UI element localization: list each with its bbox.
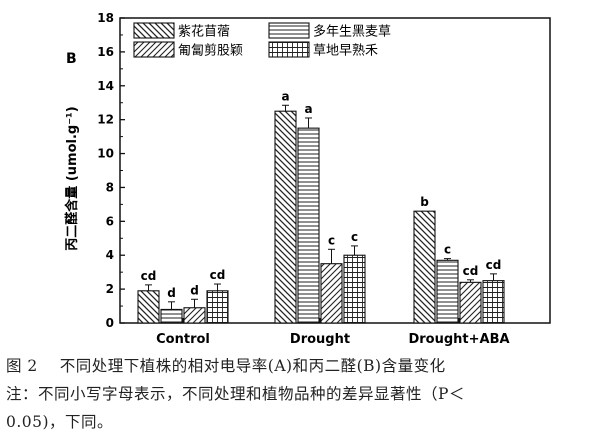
x-axis: Control Drought Drought+ABA bbox=[156, 318, 510, 347]
chart: B 0 2 4 6 8 10 12 14 16 18 Control Drought Drought+… bbox=[64, 11, 551, 347]
bar-1-drought bbox=[274, 110, 297, 324]
legend-label-1: 紫花苜蓿 bbox=[178, 24, 230, 40]
y-tick-label: 18 bbox=[97, 11, 114, 25]
y-tick-label: 12 bbox=[97, 113, 114, 127]
panel-letter: B bbox=[66, 51, 77, 67]
significance-letter: b bbox=[420, 195, 429, 209]
caption-line-2: 注：不同小写字母表示，不同处理和植物品种的差异显著性（P＜ bbox=[6, 385, 465, 403]
significance-letter: c bbox=[444, 243, 451, 257]
bar-2-drought-aba bbox=[436, 259, 459, 324]
figure-caption: 图 2 不同处理下植株的相对电导率(A)和丙二醛(B)含量变化 注：不同小写字母表… bbox=[6, 352, 582, 436]
bar-4-drought-aba bbox=[482, 280, 505, 324]
y-tick-label: 6 bbox=[106, 214, 114, 228]
figure-number: 图 2 bbox=[6, 357, 38, 375]
bar-4-control bbox=[206, 290, 229, 324]
y-tick-label: 8 bbox=[106, 180, 114, 194]
x-category-label: Drought bbox=[290, 332, 350, 347]
legend-swatch-3 bbox=[133, 41, 175, 58]
significance-letter: a bbox=[281, 89, 289, 103]
bar-3-control bbox=[183, 307, 206, 324]
bar-2-control bbox=[160, 308, 183, 324]
legend-label-3: 匍匐剪股颖 bbox=[178, 43, 243, 59]
significance-letter: cd bbox=[463, 264, 479, 278]
y-tick-label: 2 bbox=[106, 282, 114, 296]
y-tick-label: 4 bbox=[106, 248, 114, 262]
y-tick-label: 0 bbox=[106, 316, 114, 330]
y-tick-label: 10 bbox=[97, 147, 114, 161]
legend-label-2: 多年生黑麦草 bbox=[313, 24, 391, 40]
y-tick-label: 14 bbox=[97, 79, 114, 93]
legend-label-4: 草地早熟禾 bbox=[313, 43, 378, 59]
bar-3-drought bbox=[320, 263, 343, 324]
legend-swatch-2 bbox=[268, 22, 310, 39]
y-tick-label: 16 bbox=[97, 45, 114, 59]
x-category-label: Control bbox=[156, 332, 210, 347]
significance-letter: d bbox=[190, 283, 199, 297]
significance-letter: a bbox=[304, 102, 312, 116]
bar-3-drought-aba bbox=[459, 281, 482, 324]
y-axis: 0 2 4 6 8 10 12 14 16 18 bbox=[97, 11, 125, 330]
legend-swatch-4 bbox=[268, 41, 310, 58]
significance-letter: c bbox=[351, 230, 358, 244]
caption-title: 不同处理下植株的相对电导率(A)和丙二醛(B)含量变化 bbox=[59, 357, 446, 375]
bar-1-drought-aba bbox=[413, 210, 436, 324]
significance-letter: d bbox=[167, 286, 176, 300]
significance-letter: c bbox=[328, 233, 335, 247]
significance-letter: cd bbox=[210, 268, 226, 282]
bar-2-drought bbox=[297, 127, 320, 324]
significance-letter: cd bbox=[486, 258, 502, 272]
caption-line-3: 0.05)，下同。 bbox=[6, 413, 114, 431]
caption-line-1: 图 2 不同处理下植株的相对电导率(A)和丙二醛(B)含量变化 bbox=[6, 352, 582, 380]
bar-1-control bbox=[137, 290, 160, 324]
bar-4-drought bbox=[343, 254, 366, 324]
significance-letter: cd bbox=[141, 269, 157, 283]
x-category-label: Drought+ABA bbox=[408, 332, 509, 347]
legend-swatch-1 bbox=[133, 22, 175, 39]
y-axis-label: 丙二醛含量 (umol.g⁻¹) bbox=[64, 106, 80, 250]
